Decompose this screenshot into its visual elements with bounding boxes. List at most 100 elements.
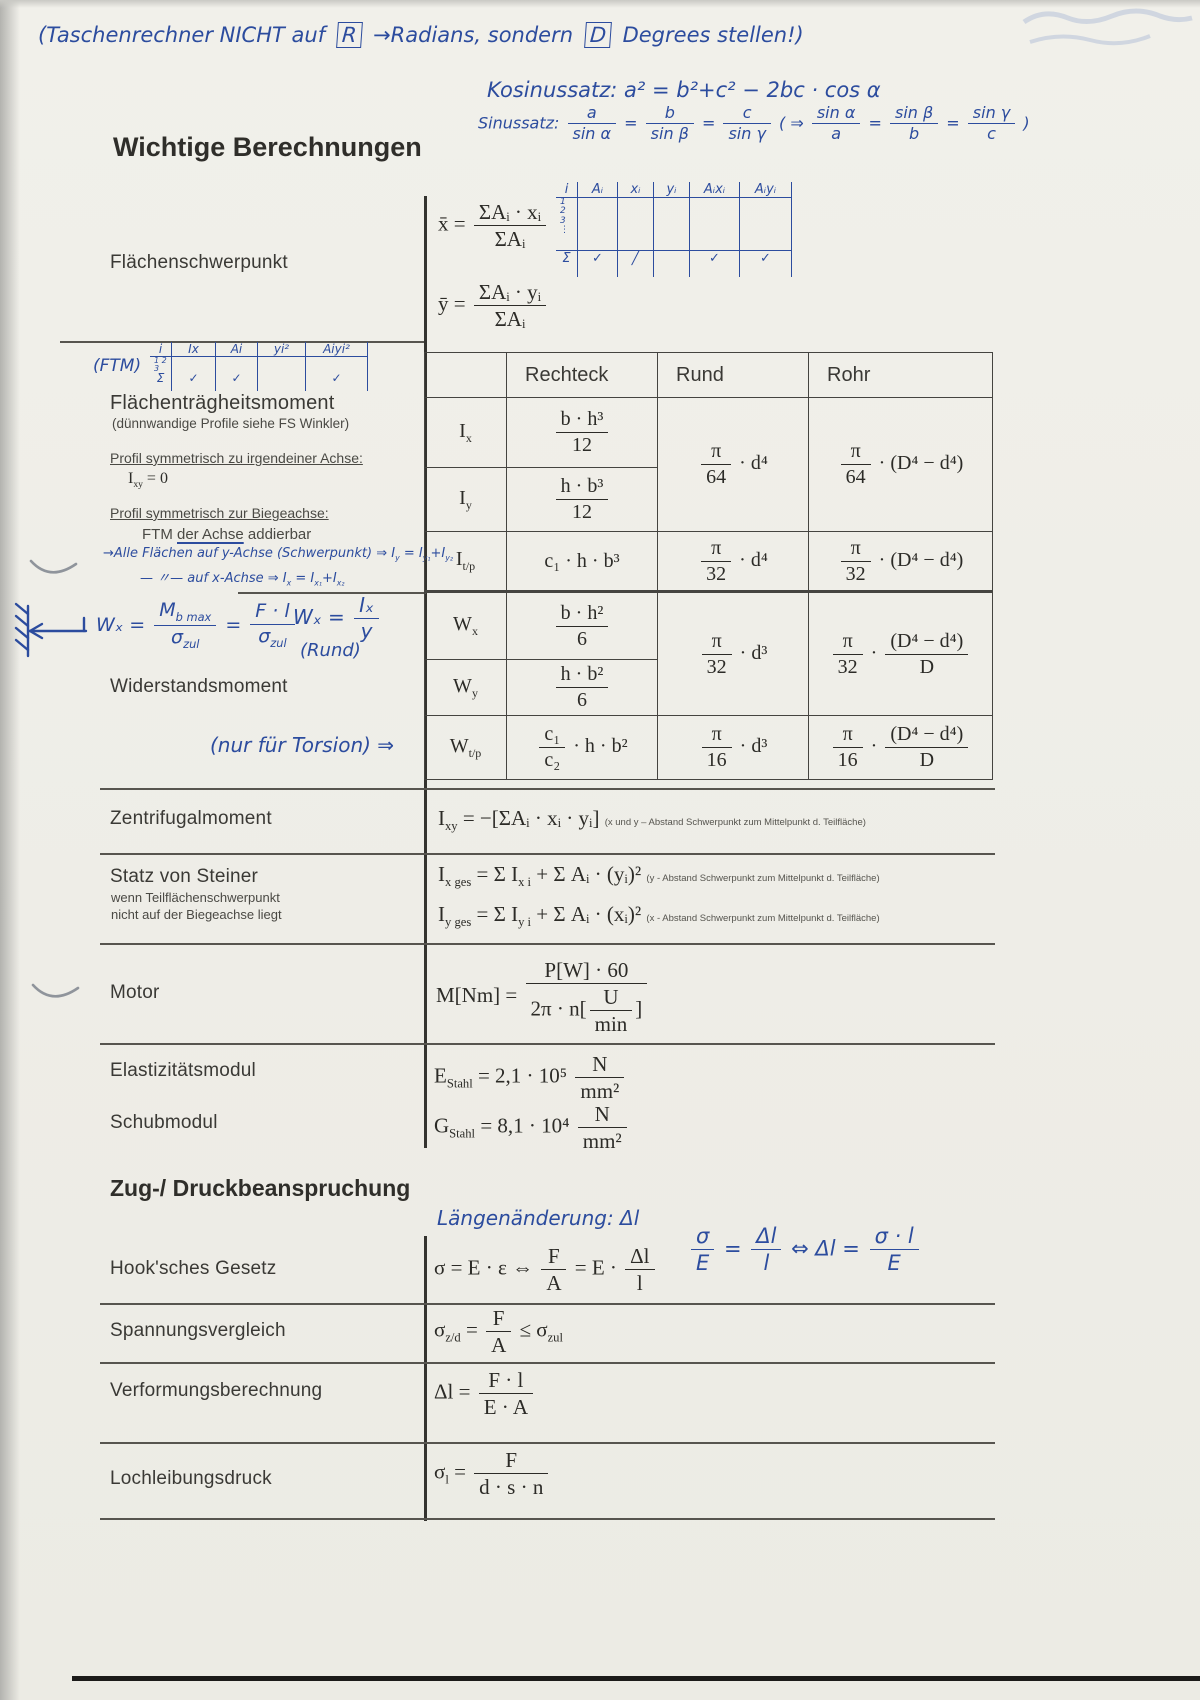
w-rohr: π 32 · (D⁴ − d⁴) D <box>808 590 993 716</box>
ftm-table-header: Aiyi² <box>306 342 368 357</box>
label-flaechentraegheitsmoment: Flächenträgheitsmoment <box>110 392 335 414</box>
wtp-rechteck: c₁ c₂ · h · b² <box>506 715 658 780</box>
calc-note-pre: (Taschenrechner NICHT auf <box>38 23 326 47</box>
calc-note-post: Degrees stellen!) <box>622 23 804 47</box>
next-page-edge-line <box>72 1676 1200 1681</box>
handwritten-rund-caption: (Rund) <box>300 640 361 661</box>
scan-edge-shadow-top <box>0 0 1200 8</box>
sum-table-mark <box>654 250 690 277</box>
faint-corner-marks <box>1022 8 1193 46</box>
symbol-wtp: Wt/p <box>424 715 507 780</box>
formula-xbar: x̄ = ΣAᵢ · xᵢ ΣAᵢ <box>438 200 549 251</box>
section-rule-9 <box>100 1442 995 1444</box>
r-key-box: R <box>335 22 363 48</box>
handwritten-x-axis-note: — 〃— auf x-Achse ⇒ Ix = Ix₁+Ix₂ <box>140 571 345 588</box>
sum-table-header: Aᵢyᵢ <box>740 182 792 198</box>
section-rule-7 <box>100 1303 995 1305</box>
section-rule-3 <box>100 788 995 790</box>
ftm-table-index: 1 2 3 <box>150 357 172 371</box>
sum-table-mark: ✓ <box>690 250 740 277</box>
moments-table-corner <box>424 352 507 398</box>
formula-steiner-iy: Iy ges = Σ Iy i + Σ Aᵢ · (xᵢ)² (x - Abst… <box>438 902 880 930</box>
label-widerstandsmoment: Widerstandsmoment <box>110 676 288 697</box>
col-header-rund: Rund <box>657 352 809 398</box>
sum-table-header: xᵢ <box>618 182 654 198</box>
symbol-itp: It/p <box>424 531 507 592</box>
ftm-table-header: Ix <box>172 342 216 357</box>
sum-table-header: Aᵢxᵢ <box>690 182 740 198</box>
ftm-table-cell <box>258 357 306 371</box>
ftm-rule-bend-axis: Profil symmetrisch zur Biegeachse: <box>110 505 329 521</box>
section-rule-1 <box>60 341 424 343</box>
symbol-ix: Ix <box>424 397 507 468</box>
ftm-ixy-zero: Ixy = 0 <box>128 470 168 491</box>
col-header-rechteck: Rechteck <box>506 352 658 398</box>
ftm-table-header: Ai <box>216 342 258 357</box>
label-motor: Motor <box>110 982 160 1003</box>
label-hooksches-gesetz: Hook'sches Gesetz <box>110 1258 277 1279</box>
steiner-ix-expression: Ix ges = Σ Ix i + Σ Aᵢ · (yᵢ)² <box>438 862 642 890</box>
table-row-wx: Wx b · h² 6 π 32 · d³ π 32 · (D⁴ − d⁴) D <box>424 590 993 716</box>
itp-rund: π 32 · d⁴ <box>657 531 809 592</box>
ftm-table-header: i <box>150 342 172 357</box>
section-rule-4 <box>100 853 995 855</box>
ftm-table-cell <box>306 357 368 371</box>
ftm-rule-any-axis: Profil symmetrisch zu irgendeiner Achse: <box>110 450 363 466</box>
sum-table-mark: ✓ <box>740 250 792 277</box>
ftm-subnote: (dünnwandige Profile siehe FS Winkler) <box>112 416 350 431</box>
ftm-addable-pre: FTM <box>142 526 177 543</box>
sum-table-header: i <box>556 182 578 198</box>
handwritten-laengenaenderung: Längenänderung: Δl <box>437 1206 640 1230</box>
section-rule-8 <box>100 1362 995 1364</box>
handwritten-sinussatz: Sinussatz: a sin α = b sin β = c sin γ ( ⇒ … <box>478 103 1030 144</box>
ix-rechteck: b · h³ 12 <box>506 397 658 468</box>
label-spannungsvergleich: Spannungsvergleich <box>110 1320 286 1341</box>
sum-table-sigma: Σ <box>556 250 578 277</box>
symbol-wx: Wx <box>424 590 507 660</box>
label-zentrifugalmoment: Zentrifugalmoment <box>110 808 272 829</box>
sum-table-cell <box>654 198 690 250</box>
ftm-rule-addable: FTM der Achse addierbar <box>142 526 311 543</box>
ftm-table-mark: ✓ <box>306 371 368 391</box>
ftm-table-label: (FTM) <box>93 356 142 376</box>
formula-ybar: ȳ = ΣAᵢ · yᵢ ΣAᵢ <box>438 280 549 331</box>
table-row-itp: It/p c₁ · h · b³ π 32 · d⁴ π 32 · (D⁴ − d⁴… <box>424 531 993 592</box>
page-title: Wichtige Berechnungen <box>113 132 422 162</box>
table-row-wtp: Wt/p c₁ c₂ · h · b² π 16 · d³ π 16 · (D⁴ − … <box>424 715 993 780</box>
formula-zentrifugalmoment: Ixy = −[ΣAᵢ · xᵢ · yᵢ] (x und y – Abstan… <box>438 806 866 834</box>
ftm-addable-post: addierbar <box>243 526 312 543</box>
moments-table: Rechteck Rund Rohr Ix b · h³ 12 π 64 · d⁴ … <box>424 352 993 780</box>
i-rund: π 64 · d⁴ <box>657 397 809 532</box>
handwritten-y-axis-note: →Alle Flächen auf y-Achse (Schwerpunkt) … <box>103 546 453 563</box>
sum-table-header: yᵢ <box>654 182 690 198</box>
section-rule-10 <box>100 1518 995 1520</box>
handwritten-wx-rund-formula: Wₓ = Iₓ y <box>293 594 382 643</box>
sum-table-header: Aᵢ <box>578 182 618 198</box>
margin-squiggle <box>31 983 80 998</box>
table-row-iy: Iy h · b³ 12 <box>424 467 993 532</box>
table-row-wy: Wy h · b² 6 <box>424 659 993 716</box>
zug-divider-line <box>424 1236 427 1521</box>
wx-rechteck: b · h² 6 <box>506 590 658 660</box>
handwritten-calculator-note: (Taschenrechner NICHT auf R →Radians, so… <box>38 22 804 48</box>
col-header-rohr: Rohr <box>808 352 993 398</box>
handwritten-kosinussatz: Kosinussatz: a² = b²+c² − 2bc · cos α <box>487 78 881 102</box>
sum-table-cell <box>690 198 740 250</box>
scan-edge-shadow-left <box>0 0 20 1700</box>
sum-table-mark: ✓ <box>578 250 618 277</box>
ftm-table-mark: ✓ <box>172 371 216 391</box>
sum-table-cell <box>618 198 654 250</box>
label-elastizitaetsmodul: Elastizitätsmodul <box>110 1060 256 1081</box>
cantilever-beam-sketch <box>14 602 88 658</box>
sum-table-cell <box>578 198 618 250</box>
label-statz-von-steiner: Statz von Steiner <box>110 866 259 887</box>
ftm-table-mark: ✓ <box>216 371 258 391</box>
handwritten-wx-formula: Wₓ = Mb max σzul = F · l σzul <box>96 599 298 651</box>
ftm-table-header: yi² <box>258 342 306 357</box>
ftm-addable-underlined: der Achse <box>177 526 244 543</box>
